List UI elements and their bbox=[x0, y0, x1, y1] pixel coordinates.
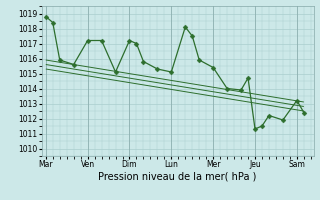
X-axis label: Pression niveau de la mer( hPa ): Pression niveau de la mer( hPa ) bbox=[99, 172, 257, 182]
